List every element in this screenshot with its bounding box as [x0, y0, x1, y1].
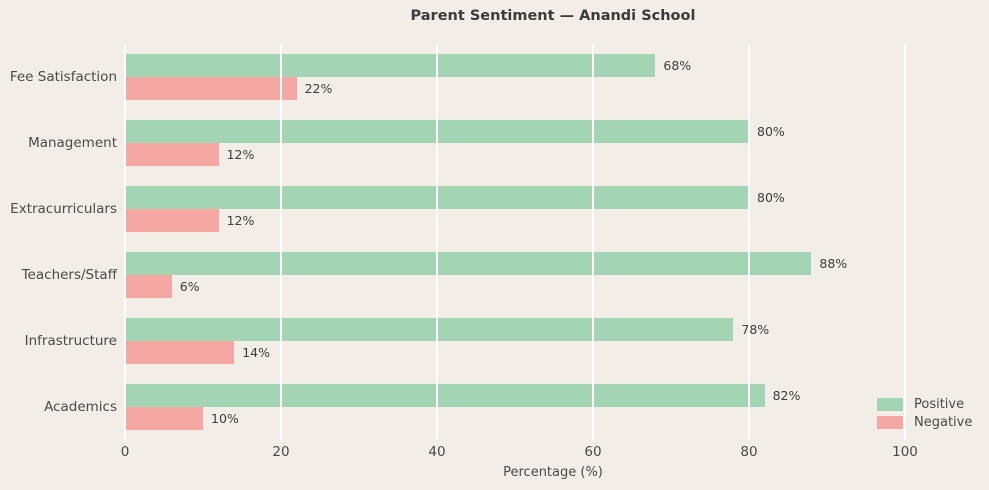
legend-item-positive: Positive — [877, 395, 972, 413]
gridline — [904, 44, 906, 440]
legend-swatch-negative — [877, 415, 903, 429]
bar-value-label: 6% — [179, 279, 200, 294]
legend-label-negative: Negative — [914, 414, 973, 430]
x-tick-label: 80 — [740, 444, 758, 460]
x-tick-label: 0 — [120, 444, 130, 460]
chart-title: Parent Sentiment — Anandi School — [410, 8, 696, 24]
y-axis-label: Infrastructure — [24, 333, 117, 349]
legend-swatch-positive — [877, 397, 903, 411]
bar-value-label: 14% — [242, 345, 270, 360]
bar-value-label: 22% — [304, 81, 333, 96]
bar-negative — [125, 209, 219, 232]
gridline — [748, 44, 750, 440]
bar-value-label: 82% — [772, 388, 801, 403]
bar-negative — [125, 143, 219, 166]
bar-value-label: 80% — [757, 190, 785, 205]
bar-positive — [125, 318, 734, 341]
gridline — [124, 44, 126, 440]
x-tick-label: 100 — [892, 444, 918, 460]
gridline — [280, 44, 282, 440]
bar-value-label: 12% — [226, 147, 255, 162]
bar-value-label: 10% — [211, 411, 239, 426]
bar-negative — [125, 341, 235, 364]
y-axis-label: Management — [28, 135, 117, 151]
bar-value-label: 88% — [819, 256, 848, 271]
gridline — [436, 44, 438, 440]
bar-positive — [125, 54, 656, 77]
gridline — [592, 44, 594, 440]
x-tick-label: 40 — [428, 444, 446, 460]
x-tick-label: 20 — [272, 444, 290, 460]
legend: Positive Negative — [877, 395, 972, 431]
bar-value-label: 80% — [757, 124, 785, 139]
legend-item-negative: Negative — [877, 413, 972, 431]
bar-positive — [125, 252, 812, 275]
bar-negative — [125, 407, 203, 430]
y-axis-label: Extracurriculars — [10, 201, 117, 217]
bar-value-label: 12% — [226, 213, 255, 228]
y-axis-label: Academics — [44, 399, 117, 415]
x-axis-title: Percentage (%) — [503, 465, 603, 480]
y-axis-label: Fee Satisfaction — [9, 69, 117, 85]
bar-positive — [125, 384, 765, 407]
legend-label-positive: Positive — [914, 396, 965, 412]
bar-negative — [125, 275, 172, 298]
y-axis-label: Teachers/Staff — [21, 267, 117, 283]
bar-value-label: 68% — [663, 58, 692, 73]
bar-negative — [125, 77, 297, 100]
bar-value-label: 78% — [741, 322, 770, 337]
x-tick-label: 60 — [584, 444, 602, 460]
